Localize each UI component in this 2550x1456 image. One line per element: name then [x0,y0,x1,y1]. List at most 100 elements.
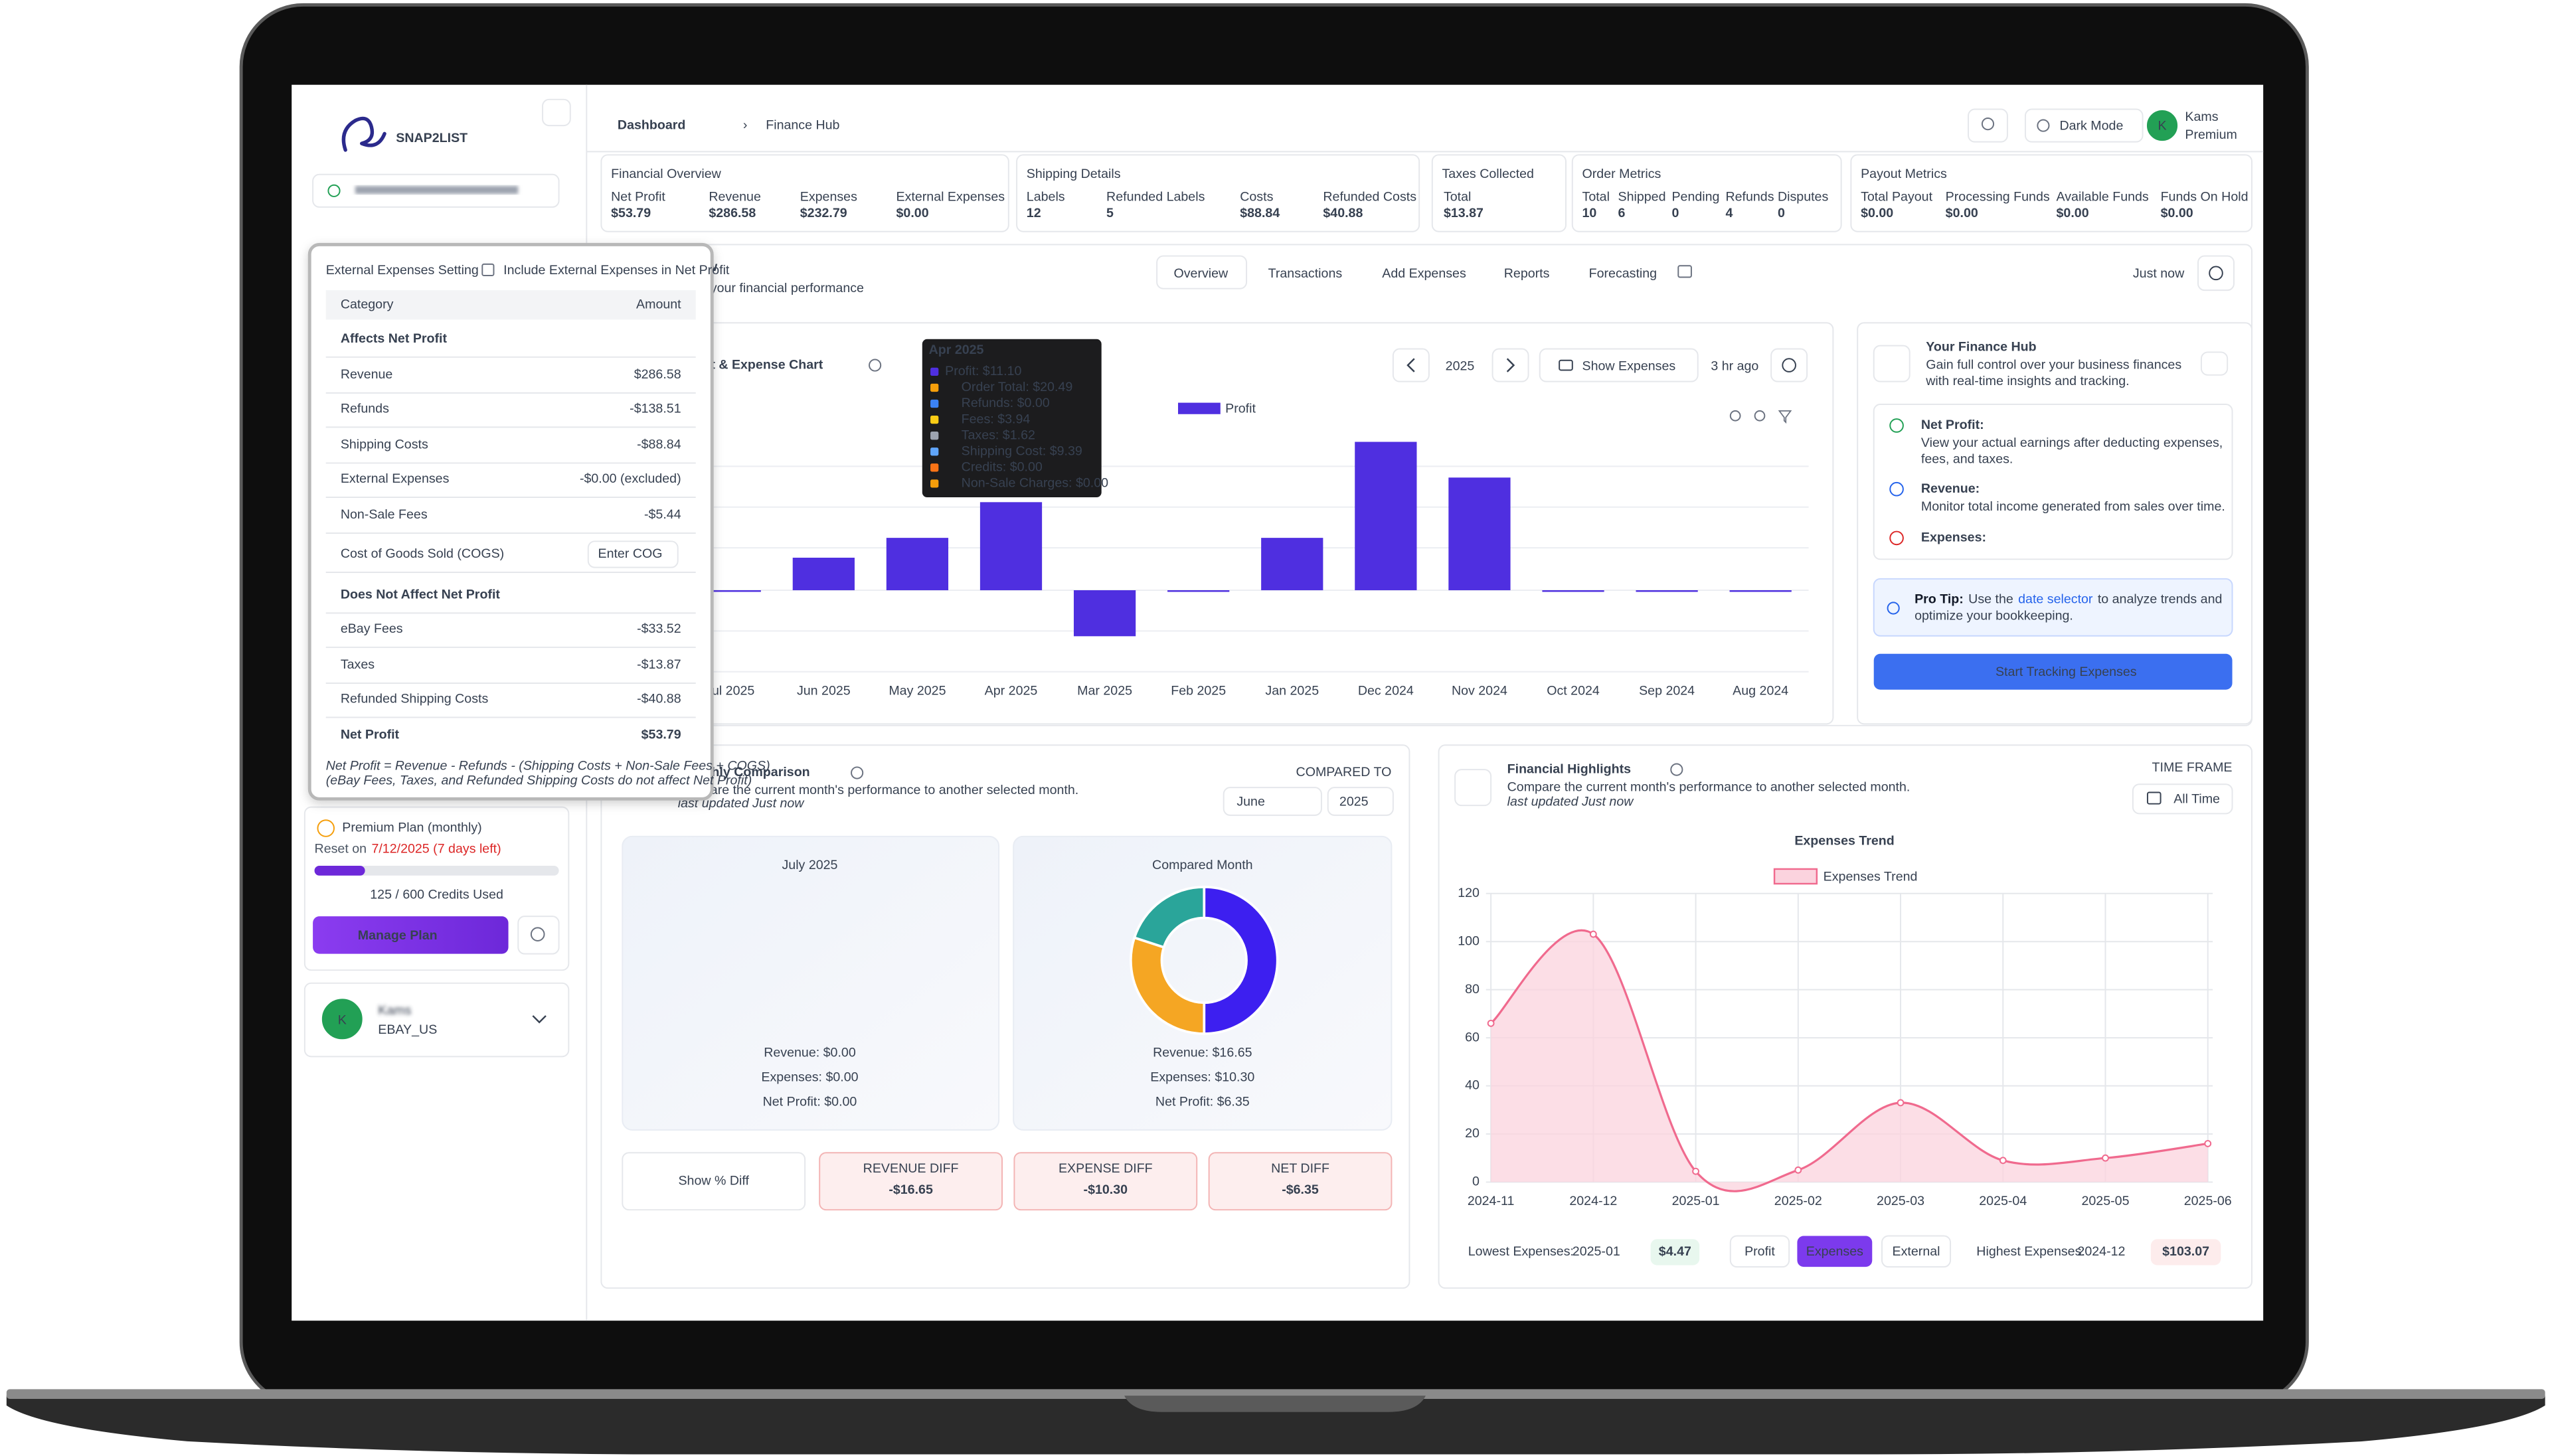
title: Financial Highlights [1507,762,1631,776]
account-initial: K [338,1012,347,1027]
label: Revenue [709,189,761,204]
category: Cost of Goods Sold (COGS) [341,546,504,561]
hub-item-icon [1889,530,1904,546]
total-value: $53.79 [641,728,681,742]
value: $53.79 [611,206,651,220]
dark-mode[interactable]: Dark Mode [2059,119,2123,133]
checkbox[interactable] [481,263,495,277]
label: Total [1582,189,1610,204]
x-tick-label: Apr 2025 [985,683,1038,698]
x-tick-label: Nov 2024 [1452,683,1507,698]
toggle-label[interactable]: External [1893,1244,1940,1259]
collapse-button[interactable] [542,98,571,127]
label: Net Profit [611,189,665,204]
button[interactable]: Start Tracking Expenses [1996,665,2137,679]
toggle-label[interactable]: Expenses [1806,1244,1863,1259]
updated: 3 hr ago [1711,359,1758,374]
tooltip-line: Order Total: $20.49 [962,380,1073,394]
chart-refresh-button[interactable] [1770,348,1808,382]
toggle-button[interactable] [1797,1236,1873,1267]
point [2204,1140,2212,1147]
title: Your Finance Hub [1926,339,2036,354]
text-line: Pro Tip: Use the date selector to analyze t… [1914,592,2222,607]
refresh-button[interactable] [2197,255,2235,291]
chevron [532,1015,547,1024]
show-diff[interactable]: Show % Diff [678,1173,749,1188]
summary-card [1431,154,1567,232]
text: View your actual earnings after deductin… [1921,436,2223,450]
link-button[interactable] [517,916,560,955]
prev-year-button[interactable] [1392,348,1430,382]
bar [979,502,1043,590]
x-tick-label: 2025-05 [2081,1194,2129,1208]
show-expenses-button[interactable] [1539,348,1699,382]
toggle-button[interactable] [1729,1235,1790,1268]
highest-label: Highest Expenses: [1976,1244,2085,1259]
summary-card [1850,154,2252,232]
title: Compared Month [1152,858,1253,872]
range[interactable]: All Time [2173,792,2220,807]
lock-icon [1677,265,1692,278]
x-tick-label: May 2025 [889,683,946,698]
input-placeholder[interactable]: Enter COG [598,546,662,561]
show-diff-button[interactable] [622,1152,806,1211]
value: $0.00 [896,206,929,220]
compared-month-panel [1013,835,1393,1131]
info-icon [851,766,864,779]
next-year-button[interactable] [1491,348,1529,382]
legend-swatch [1773,868,1818,885]
tab[interactable]: Overview [1173,266,1229,281]
category: Refunds [341,402,389,416]
chevron-right [1506,358,1515,372]
bar [1355,442,1417,590]
button[interactable]: Manage Plan [358,928,438,943]
year-select[interactable] [1327,787,1394,816]
note: Net Profit = Revenue - Refunds - (Shippi… [326,758,770,773]
brand: SNAP2LIST [396,131,468,145]
tooltip-line: Taxes: $1.62 [962,428,1035,442]
toggle-button[interactable] [1881,1235,1952,1268]
title: it & Expense Chart [707,357,823,372]
month-select[interactable] [1223,787,1322,816]
manage-plan-button[interactable] [313,916,509,954]
time-frame-button[interactable] [2132,783,2233,815]
chevron-left [1406,358,1415,372]
tab[interactable]: Forecasting [1589,266,1658,281]
current-month-panel [622,835,1000,1131]
lines: Net Profit: $6.35 [1155,1094,1250,1109]
notification-button[interactable] [1968,108,2008,143]
year[interactable]: 2025 [1339,794,1369,809]
cogs-input[interactable] [587,540,679,568]
text: fees, and taxes. [1921,452,2013,467]
x-tick-label: 2025-02 [1774,1194,1822,1208]
tab[interactable]: Transactions [1268,266,1343,281]
tab[interactable]: Add Expenses [1382,266,1466,281]
title: July 2025 [782,858,837,872]
month[interactable]: June [1236,794,1265,809]
tooltip-line: Non-Sale Charges: $0.00 [962,476,1108,491]
summary-card [600,154,1009,232]
highest-badge [2150,1239,2221,1265]
value: 12 [1027,206,1041,220]
guide-button[interactable] [2200,351,2229,376]
toggle-label[interactable]: Profit [1744,1244,1775,1259]
tab[interactable]: Reports [1504,266,1550,281]
legend-swatch [1178,402,1221,414]
legend-label: Expenses Trend [1824,869,1918,884]
columns: Amount [636,297,681,311]
dark-mode-button[interactable] [2024,108,2144,143]
title: Affects Net Profit [341,331,448,346]
label: Total [1444,189,1471,204]
show-expenses[interactable]: Show Expenses [1582,359,1676,374]
lowest-badge [1650,1239,1700,1265]
label: Refunds [1725,189,1774,204]
x-tick-label: 2024-11 [1468,1194,1515,1208]
zoom-icon [1754,410,1766,422]
start-tracking-button[interactable] [1873,653,2233,690]
x-tick-label: Mar 2025 [1077,683,1132,698]
title: Expenses: [1921,530,1986,545]
point [1589,930,1597,938]
value: 10 [1582,206,1597,220]
value: -$16.65 [889,1182,933,1197]
amount: -$88.84 [637,438,681,452]
